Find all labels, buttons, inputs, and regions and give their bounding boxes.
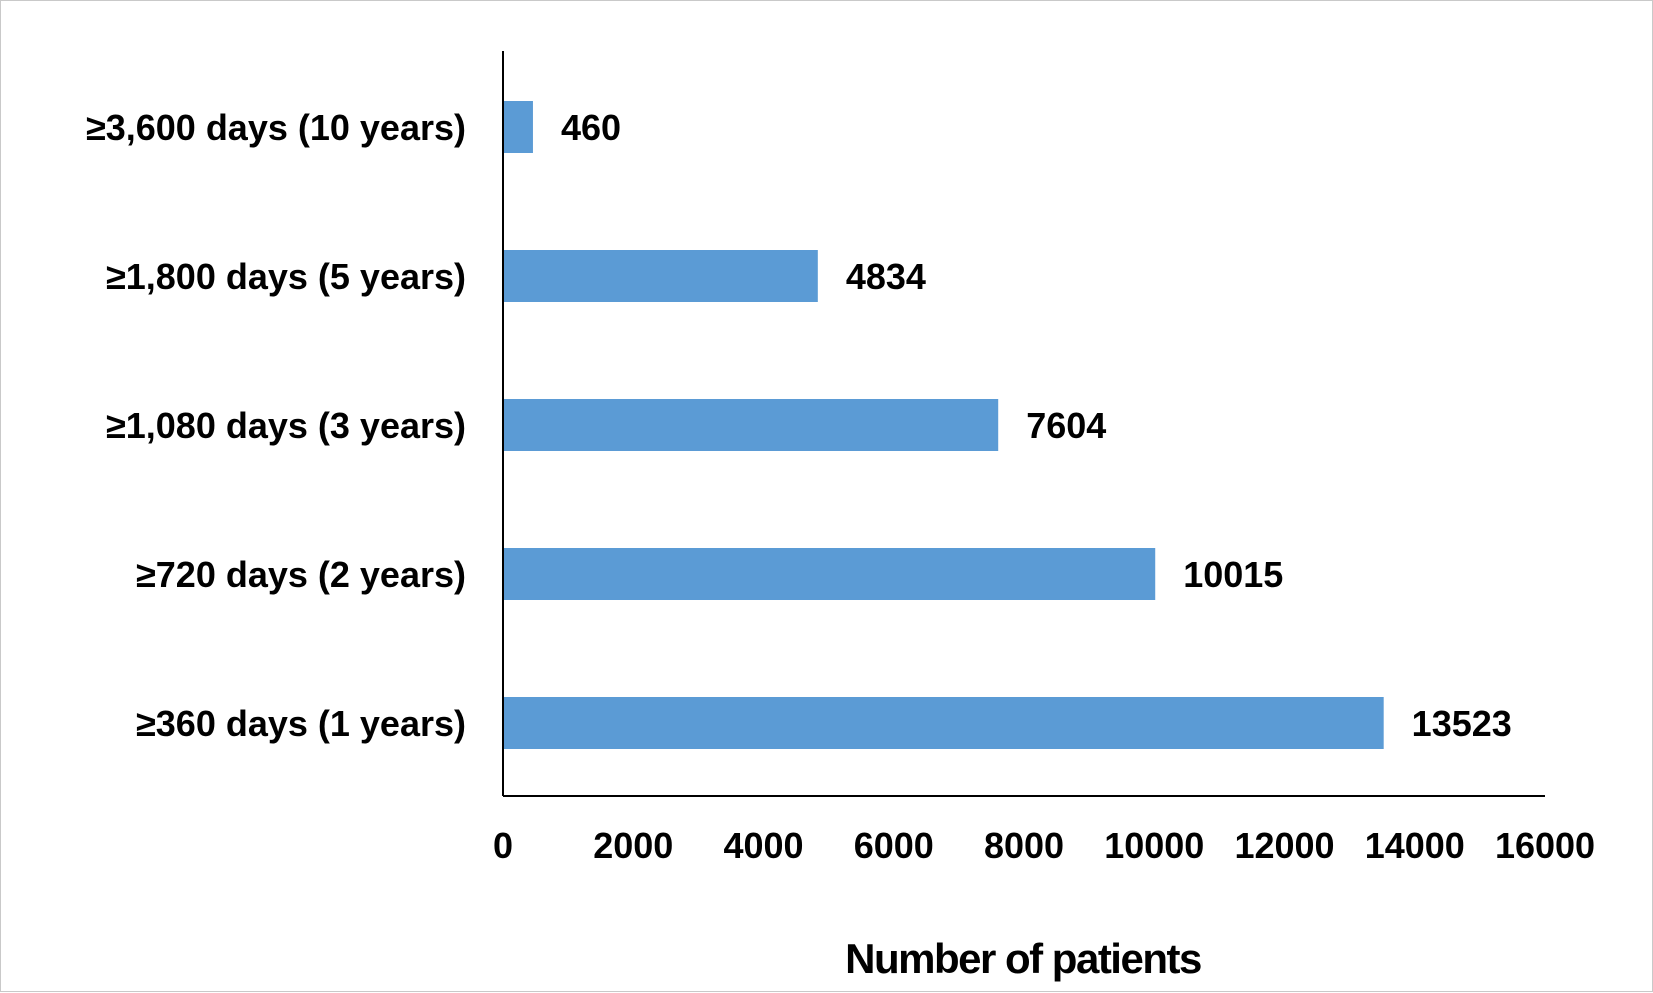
data-label: 4834	[846, 256, 926, 297]
x-tick-label: 8000	[984, 825, 1064, 866]
bar	[503, 101, 533, 153]
x-tick-label: 0	[493, 825, 513, 866]
category-label: ≥1,080 days (3 years)	[106, 405, 466, 446]
x-tick-label: 14000	[1365, 825, 1465, 866]
bar	[503, 548, 1156, 600]
bars-layer	[503, 101, 1384, 749]
x-tick-label: 6000	[854, 825, 934, 866]
category-label: ≥720 days (2 years)	[136, 554, 466, 595]
bar	[503, 250, 818, 302]
data-label: 13523	[1412, 703, 1512, 744]
data-label: 460	[561, 107, 621, 148]
data-label: 7604	[1026, 405, 1106, 446]
labels-layer: ≥3,600 days (10 years) 460 ≥1,800 days (5 …	[86, 107, 1512, 744]
data-label: 10015	[1183, 554, 1283, 595]
bar	[503, 697, 1384, 749]
bar	[503, 399, 999, 451]
x-tick-label: 16000	[1495, 825, 1595, 866]
x-tick-label: 10000	[1104, 825, 1204, 866]
x-tick-labels: 0 2000 4000 6000 8000 10000 12000 14000 16000	[493, 825, 1595, 866]
x-tick-label: 12000	[1234, 825, 1334, 866]
category-label: ≥360 days (1 years)	[136, 703, 466, 744]
x-axis-title: Number of patients	[845, 935, 1201, 982]
x-tick-label: 2000	[593, 825, 673, 866]
category-label: ≥1,800 days (5 years)	[106, 256, 466, 297]
x-tick-label: 4000	[723, 825, 803, 866]
category-label: ≥3,600 days (10 years)	[86, 107, 466, 148]
